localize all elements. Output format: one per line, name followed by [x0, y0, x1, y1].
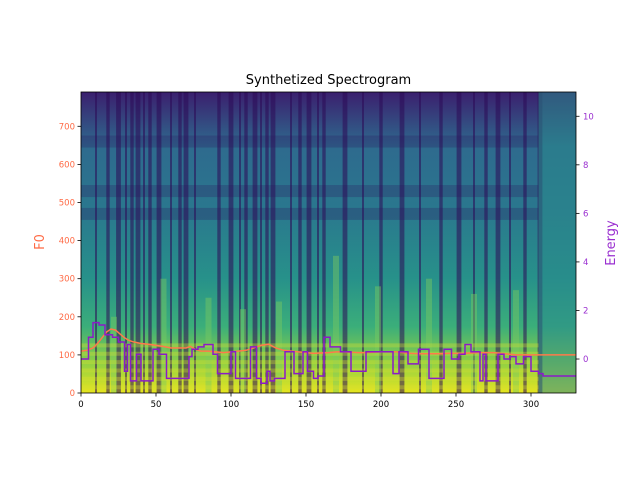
spectrogram-harmonic — [81, 360, 539, 365]
spectrogram-stripe — [178, 92, 182, 393]
spectrogram-stripe — [298, 92, 302, 393]
spectrogram-stripe — [270, 92, 276, 393]
spectrogram-formant — [81, 207, 539, 220]
y-tick-label-f0: 300 — [59, 275, 75, 285]
spectrogram-stripe — [170, 92, 172, 393]
x-tick-label: 300 — [523, 400, 539, 410]
spectrogram-stripe — [183, 92, 189, 393]
spectrogram-stripe — [456, 92, 462, 393]
spectrogram-stripe — [379, 92, 383, 393]
spectrogram-stripe — [239, 92, 241, 393]
spectrogram-burst — [426, 278, 432, 393]
x-tick-label: 100 — [223, 400, 239, 410]
y-tick-label-energy: 10 — [583, 112, 594, 122]
spectrogram-stripe — [290, 92, 292, 393]
spectrogram-stripe — [228, 92, 234, 393]
y-tick-label-f0: 600 — [59, 160, 75, 170]
spectrogram-stripe — [252, 92, 258, 393]
spectrogram-stripe — [509, 92, 511, 393]
spectrogram-stripe — [130, 92, 134, 393]
spectrogram-stripe — [484, 92, 488, 393]
y-tick-label-energy: 8 — [583, 161, 588, 171]
spectrogram-stripe — [419, 92, 421, 393]
spectrogram-stripe — [523, 92, 527, 393]
spectrogram-stripe — [143, 92, 145, 393]
spectrogram-stripe — [156, 92, 162, 393]
spectrogram-burst — [111, 316, 117, 393]
x-tick-label: 150 — [298, 400, 314, 410]
spectrogram-stripe — [260, 92, 262, 393]
spectrogram-burst — [513, 290, 519, 393]
spectrogram-burst — [333, 255, 339, 393]
spectrogram-stripe — [135, 92, 141, 393]
spectrogram-harmonic — [81, 343, 539, 348]
y-tick-label-energy: 4 — [583, 258, 588, 268]
spectrogram-stripe — [342, 92, 348, 393]
spectrogram-stripe — [265, 92, 269, 393]
x-tick-label: 0 — [78, 400, 83, 410]
spectrogram-formant — [81, 135, 539, 148]
spectrogram-formant — [81, 185, 539, 198]
spectrogram-stripe — [106, 92, 110, 393]
y-tick-label-f0: 0 — [70, 389, 75, 399]
plot-frame — [80, 91, 577, 394]
energy-series — [81, 321, 576, 385]
x-tick-label: 50 — [151, 400, 162, 410]
spectrogram-stripe — [362, 92, 364, 393]
spectrogram-stripe — [317, 92, 319, 393]
spectrogram-stripe — [306, 92, 312, 393]
chart-title: Synthetized Spectrogram — [246, 73, 411, 88]
spectrogram-harmonic — [81, 376, 539, 381]
spectrogram-stripe — [116, 92, 121, 393]
spectrogram-burst — [205, 297, 212, 393]
energy-line — [81, 321, 576, 385]
y-tick-label-f0: 200 — [59, 313, 75, 323]
spectrogram-stripe — [217, 92, 221, 393]
y-axis-label-f0: F0 — [33, 234, 48, 250]
y-tick-label-energy: 0 — [583, 355, 588, 365]
spectrogram-burst — [375, 286, 381, 393]
spectrogram-harmonic — [81, 385, 539, 390]
x-tick-label: 250 — [448, 400, 464, 410]
spectrogram-burst — [160, 278, 167, 393]
y-tick-label-energy: 2 — [583, 306, 588, 316]
spectrogram-stripe — [194, 92, 196, 393]
x-axis: 0 50 100 150 200 250 300 — [78, 393, 539, 410]
y-axis-label-energy: Energy — [604, 220, 619, 266]
spectrogram-stripe — [473, 92, 475, 393]
y-tick-label-f0: 700 — [59, 122, 75, 132]
spectrogram-silence — [538, 92, 576, 393]
y-axis-energy: 0 2 4 6 8 10 — [576, 112, 594, 365]
y-tick-label-f0: 500 — [59, 198, 75, 208]
spectrogram-stripe — [244, 92, 248, 393]
spectrogram-heatmap — [81, 92, 576, 393]
spectrogram-stripe — [95, 92, 97, 393]
x-tick-label: 200 — [373, 400, 389, 410]
spectrogram-stripe — [148, 92, 152, 393]
spectrogram-burst — [276, 301, 282, 393]
y-axis-f0: 0 100 200 300 400 500 600 700 — [59, 122, 81, 399]
spectrogram-stripe — [399, 92, 405, 393]
y-tick-label-energy: 6 — [583, 209, 588, 219]
spectrogram-stripe — [322, 92, 326, 393]
spectrogram-burst — [471, 293, 477, 393]
spectrogram-stripe — [125, 92, 127, 393]
y-tick-label-f0: 400 — [59, 237, 75, 247]
spectrogram-stripe — [495, 92, 501, 393]
spectrogram-stripe — [439, 92, 443, 393]
spectrogram-harmonic — [81, 351, 539, 356]
y-tick-label-f0: 100 — [59, 351, 75, 361]
